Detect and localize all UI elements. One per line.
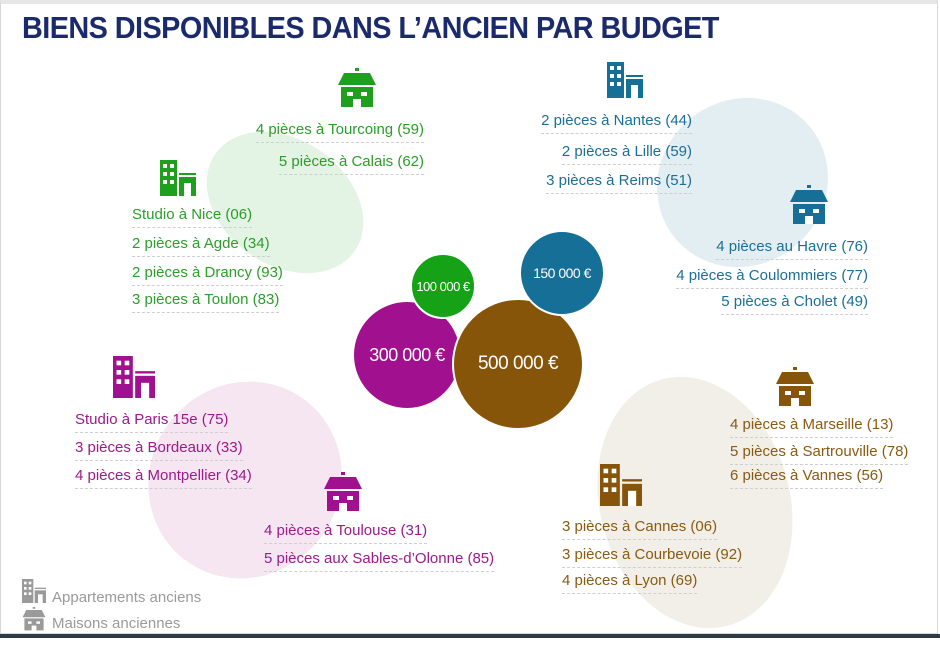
house-icon bbox=[338, 68, 376, 107]
building-icon bbox=[22, 579, 46, 603]
legend-apartments-label: Appartements anciens bbox=[52, 589, 202, 606]
list-item: 3 pièces à Toulon (83) bbox=[132, 291, 280, 313]
bottom-bar bbox=[0, 634, 940, 638]
budget-label: 100 000 € bbox=[416, 278, 470, 294]
list-item: 5 pièces à Sartrouville (78) bbox=[730, 443, 909, 465]
legend-houses-label: Maisons anciennes bbox=[52, 615, 181, 632]
budget-circle-100000: 100 000 € bbox=[410, 253, 476, 319]
house-icon bbox=[776, 367, 814, 406]
list-item: 4 pièces à Tourcoing (59) bbox=[255, 121, 424, 143]
house-icon bbox=[790, 185, 828, 224]
building-icon bbox=[113, 356, 155, 398]
list-item: 6 pièces à Vannes (56) bbox=[730, 467, 884, 489]
list-item: 4 pièces à Montpellier (34) bbox=[75, 467, 252, 489]
list-item: 5 pièces à Calais (62) bbox=[278, 153, 424, 175]
list-item: 3 pièces à Courbevoie (92) bbox=[562, 546, 743, 568]
house-icon bbox=[324, 472, 362, 511]
budget-circle-150000: 150 000 € bbox=[519, 230, 605, 316]
list-item: 3 pièces à Reims (51) bbox=[546, 172, 692, 194]
list-item: Studio à Nice (06) bbox=[132, 206, 253, 228]
infographic-frame bbox=[0, 0, 938, 634]
list-item: 3 pièces à Cannes (06) bbox=[562, 518, 718, 540]
building-icon bbox=[607, 62, 643, 98]
list-item: 4 pièces à Toulouse (31) bbox=[264, 522, 428, 544]
list-item: 2 pièces à Nantes (44) bbox=[541, 112, 692, 134]
list-item: 4 pièces à Lyon (69) bbox=[562, 572, 698, 594]
list-item: 5 pièces à Cholet (49) bbox=[721, 293, 868, 315]
budget-circle-500000: 500 000 € bbox=[452, 298, 584, 430]
list-item: Studio à Paris 15e (75) bbox=[75, 411, 229, 433]
list-item: 4 pièces au Havre (76) bbox=[716, 238, 868, 260]
list-item: 4 pièces à Coulommiers (77) bbox=[676, 267, 868, 289]
list-item: 2 pièces à Lille (59) bbox=[561, 143, 692, 165]
list-item: 2 pièces à Agde (34) bbox=[132, 235, 270, 257]
list-item: 5 pièces aux Sables-d’Olonne (85) bbox=[264, 550, 495, 572]
list-item: 2 pièces à Drancy (93) bbox=[132, 264, 283, 286]
building-icon bbox=[160, 160, 196, 196]
page-title: BIENS DISPONIBLES DANS L’ANCIEN PAR BUDG… bbox=[22, 10, 719, 45]
list-item: 3 pièces à Bordeaux (33) bbox=[75, 439, 243, 461]
budget-label: 500 000 € bbox=[477, 353, 559, 374]
budget-label: 150 000 € bbox=[533, 265, 591, 281]
house-icon bbox=[22, 607, 46, 631]
building-icon bbox=[600, 464, 642, 506]
list-item: 4 pièces à Marseille (13) bbox=[730, 416, 894, 438]
budget-label: 300 000 € bbox=[369, 344, 445, 365]
